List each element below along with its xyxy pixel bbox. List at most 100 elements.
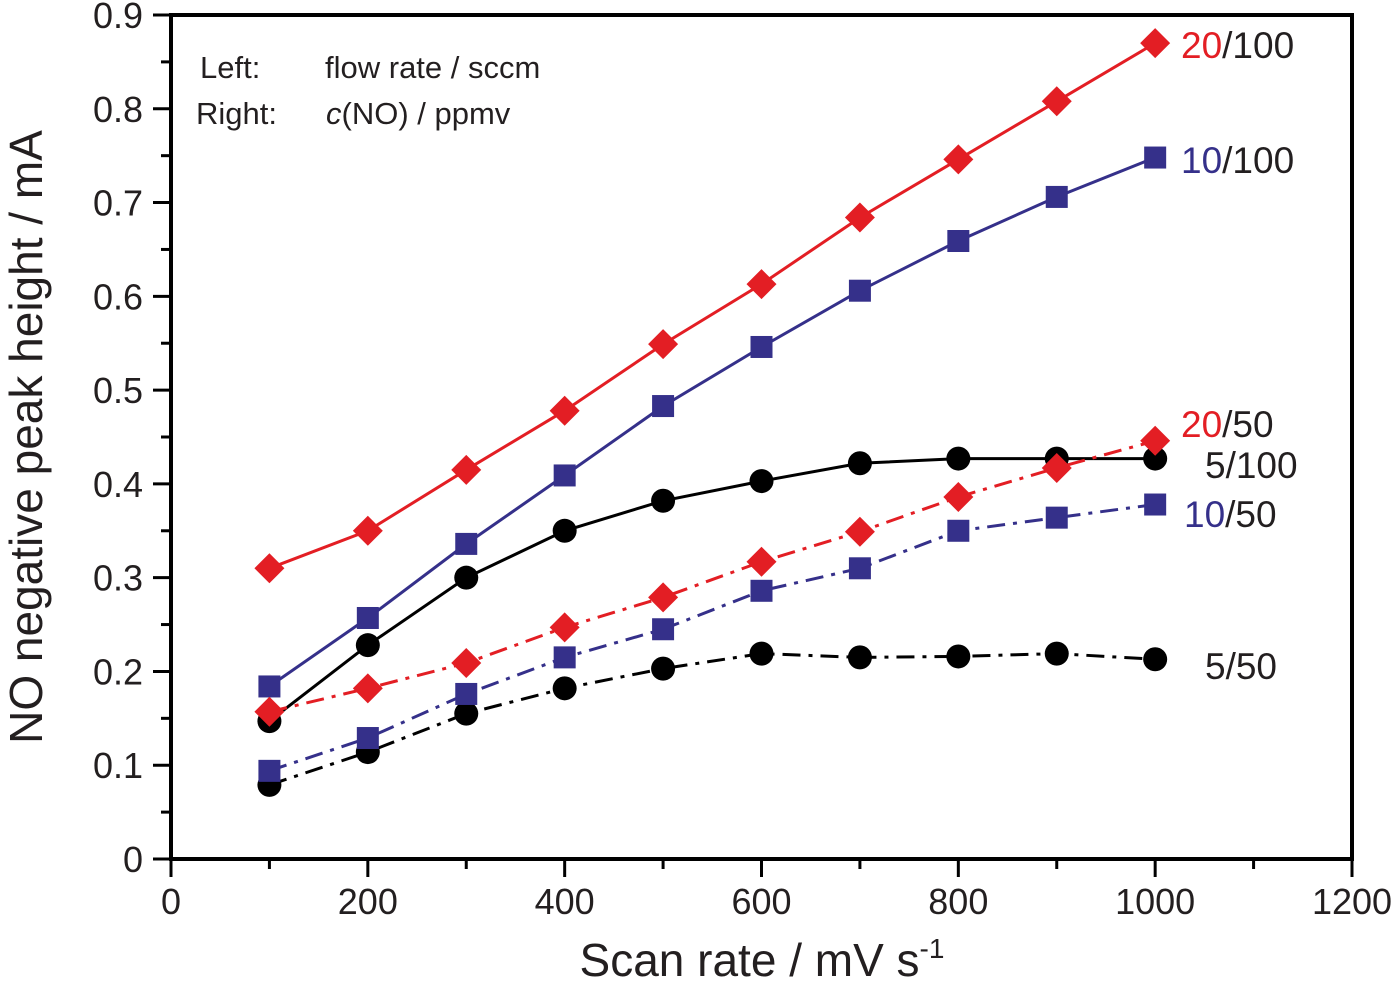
data-point-20-100 xyxy=(549,395,580,426)
data-point-20-100 xyxy=(1041,86,1072,117)
series-label-flow: 20 xyxy=(1181,404,1222,445)
data-point-20-100 xyxy=(648,329,679,360)
annotation-line1-value: flow rate / sccm xyxy=(325,50,540,85)
series-label-flow: 5 xyxy=(1205,445,1226,486)
y-tick-label: 0.1 xyxy=(93,745,143,786)
data-point-10-100 xyxy=(652,395,675,418)
data-point-20-50 xyxy=(451,648,482,679)
data-point-10-50 xyxy=(1144,493,1167,516)
x-tick-label: 200 xyxy=(338,881,398,922)
data-point-5-100 xyxy=(355,633,380,658)
annotation-line2-key: Right: xyxy=(196,96,277,131)
data-point-10-100 xyxy=(947,230,970,253)
x-tick-label: 600 xyxy=(731,881,791,922)
series-label-flow: 10 xyxy=(1181,140,1222,181)
x-axis-title-text: Scan rate / mV s xyxy=(580,934,920,986)
data-point-10-50 xyxy=(356,727,379,750)
y-tick-label: 0.3 xyxy=(93,558,143,599)
series-label-concentration: /50 xyxy=(1226,646,1277,687)
data-point-10-100 xyxy=(1045,185,1068,208)
data-point-5-100 xyxy=(454,565,479,590)
series-label-concentration: /50 xyxy=(1225,494,1276,535)
data-point-10-100 xyxy=(553,464,576,487)
series-label-flow: 5 xyxy=(1205,646,1226,687)
data-point-10-50 xyxy=(652,618,675,641)
y-tick-label: 0 xyxy=(123,839,143,880)
annotation-line1-key: Left: xyxy=(200,50,260,85)
annotation-line2-value: c(NO) / ppmv xyxy=(326,96,511,131)
data-point-10-100 xyxy=(258,675,281,698)
series-label-5-50: 5/50 xyxy=(1205,646,1277,687)
series-label-concentration: /100 xyxy=(1222,25,1294,66)
tick-labels: 0 200 400 600 800 1000 1200 0 0.1 0.2 0.3 0.4 0.5 0.6… xyxy=(93,0,1392,922)
y-tick-label: 0.8 xyxy=(93,89,143,130)
x-tick-label: 400 xyxy=(535,881,595,922)
series-label-concentration: /50 xyxy=(1222,404,1273,445)
series-label-10-100: 10/100 xyxy=(1181,140,1294,181)
y-tick-label: 0.6 xyxy=(93,276,143,317)
data-point-20-50 xyxy=(746,546,777,577)
data-point-10-100 xyxy=(750,335,773,358)
series-label-20-100: 20/100 xyxy=(1181,25,1294,66)
data-point-5-100 xyxy=(1143,446,1168,471)
y-tick-label: 0.2 xyxy=(93,651,143,692)
data-point-5-50 xyxy=(651,656,676,681)
data-point-20-100 xyxy=(746,269,777,300)
data-point-5-50 xyxy=(749,641,774,666)
data-point-20-50 xyxy=(1140,425,1171,456)
data-point-10-50 xyxy=(947,519,970,542)
data-point-10-100 xyxy=(1144,146,1167,169)
series-line-10-100 xyxy=(268,156,1156,688)
series-label-flow: 20 xyxy=(1181,25,1222,66)
series-line-10-50 xyxy=(268,503,1156,773)
data-point-5-50 xyxy=(847,645,872,670)
data-point-20-50 xyxy=(943,482,974,513)
data-point-10-50 xyxy=(848,557,871,580)
series-line-20-100 xyxy=(268,41,1156,570)
series-label-20-50: 20/50 xyxy=(1181,404,1274,445)
data-point-10-50 xyxy=(1045,506,1068,529)
x-tick-label: 0 xyxy=(161,881,181,922)
data-point-10-50 xyxy=(750,579,773,602)
annotation-italic-c: c xyxy=(326,96,342,131)
x-tick-label: 1200 xyxy=(1312,881,1392,922)
series-markers xyxy=(254,28,1171,797)
series-lines xyxy=(268,41,1156,787)
series-line-5-50 xyxy=(268,652,1156,787)
series-label-concentration: /100 xyxy=(1222,140,1294,181)
series-line-20-50 xyxy=(269,439,1156,714)
series-line-5-100 xyxy=(268,457,1156,723)
x-tick-label: 800 xyxy=(928,881,988,922)
series-label-5-100: 5/100 xyxy=(1205,445,1298,486)
data-point-10-100 xyxy=(455,532,478,555)
data-point-10-100 xyxy=(356,606,379,629)
series-label-flow: 10 xyxy=(1184,494,1225,535)
data-point-20-50 xyxy=(844,516,875,547)
data-point-5-100 xyxy=(552,518,577,543)
data-point-20-100 xyxy=(1140,28,1171,59)
data-point-20-50 xyxy=(1041,452,1072,483)
y-tick-label: 0.9 xyxy=(93,0,143,36)
data-point-10-50 xyxy=(553,646,576,669)
data-point-5-50 xyxy=(1143,647,1168,672)
data-point-20-100 xyxy=(352,515,383,546)
x-axis-title-superscript: -1 xyxy=(920,933,945,964)
plot-frame xyxy=(169,13,1354,861)
y-tick-label: 0.4 xyxy=(93,464,143,505)
data-point-5-100 xyxy=(847,451,872,476)
annotation-box: Left: flow rate / sccm Right: c(NO) / pp… xyxy=(196,50,540,131)
series-label-concentration: /100 xyxy=(1226,445,1298,486)
data-point-20-100 xyxy=(943,144,974,175)
data-point-5-50 xyxy=(552,676,577,701)
annotation-line2-rest: (NO) / ppmv xyxy=(342,96,511,131)
data-point-20-50 xyxy=(549,612,580,643)
data-point-5-100 xyxy=(946,446,971,471)
data-point-20-100 xyxy=(254,553,285,584)
data-point-20-50 xyxy=(254,696,285,727)
data-point-5-50 xyxy=(454,701,479,726)
y-tick-label: 0.7 xyxy=(93,183,143,224)
y-tick-label: 0.5 xyxy=(93,370,143,411)
data-point-10-100 xyxy=(848,279,871,302)
